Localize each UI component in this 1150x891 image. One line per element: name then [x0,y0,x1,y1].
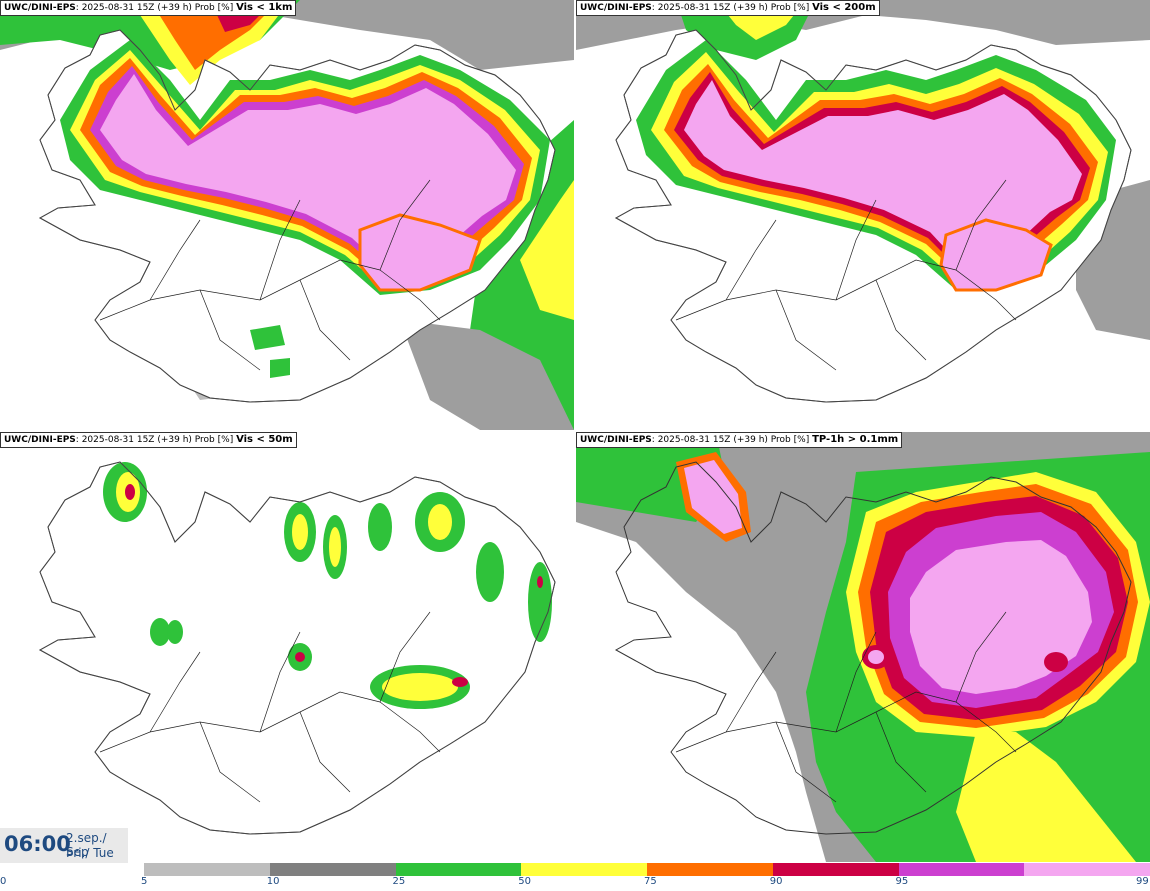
colorbar-tick-label: 10 [266,876,280,887]
map-canvas [0,0,574,430]
panel-title: UWC/DINI-EPS: 2025-08-31 15Z (+39 h) Pro… [0,0,297,16]
colorbar-tick-label: 50 [518,876,531,887]
model-name: UWC/DINI-EPS [4,435,76,445]
map-canvas [0,432,574,862]
probability-colorbar [144,863,1150,876]
variable-name: TP-1h > 0.1mm [812,434,899,445]
variable-name: Vis < 200m [812,2,876,13]
colorbar-segment [144,863,270,876]
map-panel-tp-1h: UWC/DINI-EPS: 2025-08-31 15Z (+39 h) Pro… [576,432,1150,862]
run-info: : 2025-08-31 15Z (+39 h) Prob [%] [75,435,237,445]
colorbar-tick-label: 25 [392,876,406,887]
map-canvas [576,432,1150,862]
panel-title: UWC/DINI-EPS: 2025-08-31 15Z (+39 h) Pro… [576,432,903,448]
map-panel-vis-50m: UWC/DINI-EPS: 2025-08-31 15Z (+39 h) Pro… [0,432,574,862]
colorbar-segment [269,863,396,876]
colorbar-tick-label: 0 [0,876,7,887]
variable-name: Vis < 50m [236,434,293,445]
variable-name: Vis < 1km [236,2,293,13]
colorbar-segment [772,863,899,876]
model-name: UWC/DINI-EPS [580,435,652,445]
run-info: : 2025-08-31 15Z (+39 h) Prob [%] [651,3,813,13]
valid-date: 2.sep./ Sep [66,831,107,859]
map-panel-vis-1km: UWC/DINI-EPS: 2025-08-31 15Z (+39 h) Pro… [0,0,574,430]
map-canvas [576,0,1150,430]
run-info: : 2025-08-31 15Z (+39 h) Prob [%] [651,435,813,445]
valid-time-box: 06:00 2.sep./ Sep Þri./ Tue [0,828,128,863]
colorbar-segment [521,863,647,876]
map-panel-vis-200m: UWC/DINI-EPS: 2025-08-31 15Z (+39 h) Pro… [576,0,1150,430]
panel-title: UWC/DINI-EPS: 2025-08-31 15Z (+39 h) Pro… [0,432,297,448]
colorbar-segment [647,863,773,876]
panel-title: UWC/DINI-EPS: 2025-08-31 15Z (+39 h) Pro… [576,0,880,16]
colorbar-tick-label: 95 [895,876,909,887]
colorbar-tick-label: 90 [769,876,783,887]
colorbar-segment [395,863,522,876]
model-name: UWC/DINI-EPS [4,3,76,13]
colorbar-tick-label: 5 [141,876,148,887]
valid-time: 06:00 [4,832,71,856]
run-info: : 2025-08-31 15Z (+39 h) Prob [%] [75,3,237,13]
model-name: UWC/DINI-EPS [580,3,652,13]
colorbar-segment [898,863,1025,876]
valid-weekday: Þri./ Tue [66,846,114,860]
colorbar-segment [1024,863,1150,876]
colorbar-tick-label: 99 [1136,876,1149,887]
colorbar-tick-label: 75 [644,876,657,887]
